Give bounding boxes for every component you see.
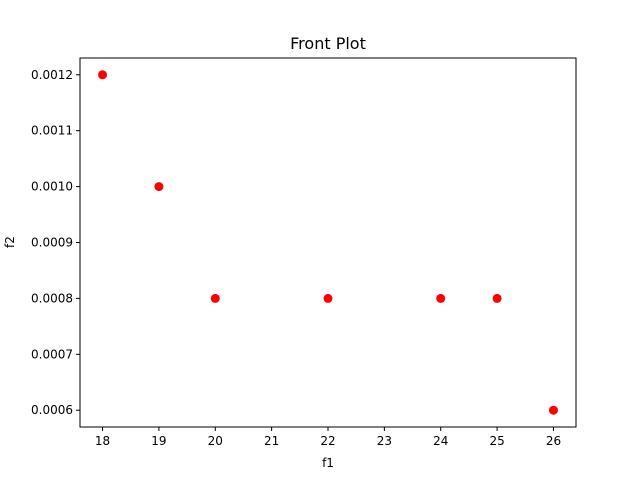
y-tick-label: 0.0012 [31, 68, 73, 82]
data-point [98, 70, 108, 80]
y-axis-label: f2 [3, 236, 17, 248]
data-point [548, 405, 558, 415]
ticks-group: 18 19 20 21 22 23 24 25 26 0.0006 0.0007 0.0008 0.00… [31, 68, 561, 448]
x-axis-label: f1 [322, 456, 334, 470]
y-tick-label: 0.0009 [31, 236, 73, 250]
data-point [492, 293, 502, 303]
x-tick-label: 19 [151, 434, 166, 448]
data-point [323, 293, 333, 303]
y-tick-label: 0.0010 [31, 180, 73, 194]
x-tick-label: 24 [433, 434, 448, 448]
data-point [210, 293, 220, 303]
y-tick-label: 0.0006 [31, 403, 73, 417]
x-tick-label: 25 [489, 434, 504, 448]
x-tick-label: 18 [95, 434, 110, 448]
y-tick-label: 0.0007 [31, 347, 73, 361]
y-tick-label: 0.0008 [31, 291, 73, 305]
points-group [98, 70, 558, 415]
chart-title: Front Plot [290, 34, 366, 53]
x-tick-label: 20 [208, 434, 223, 448]
x-tick-label: 26 [546, 434, 561, 448]
x-tick-label: 23 [377, 434, 392, 448]
data-point [154, 182, 164, 192]
y-tick-label: 0.0011 [31, 124, 73, 138]
plot-frame [79, 57, 577, 428]
x-tick-label: 22 [320, 434, 335, 448]
data-point [436, 293, 446, 303]
x-tick-label: 21 [264, 434, 279, 448]
